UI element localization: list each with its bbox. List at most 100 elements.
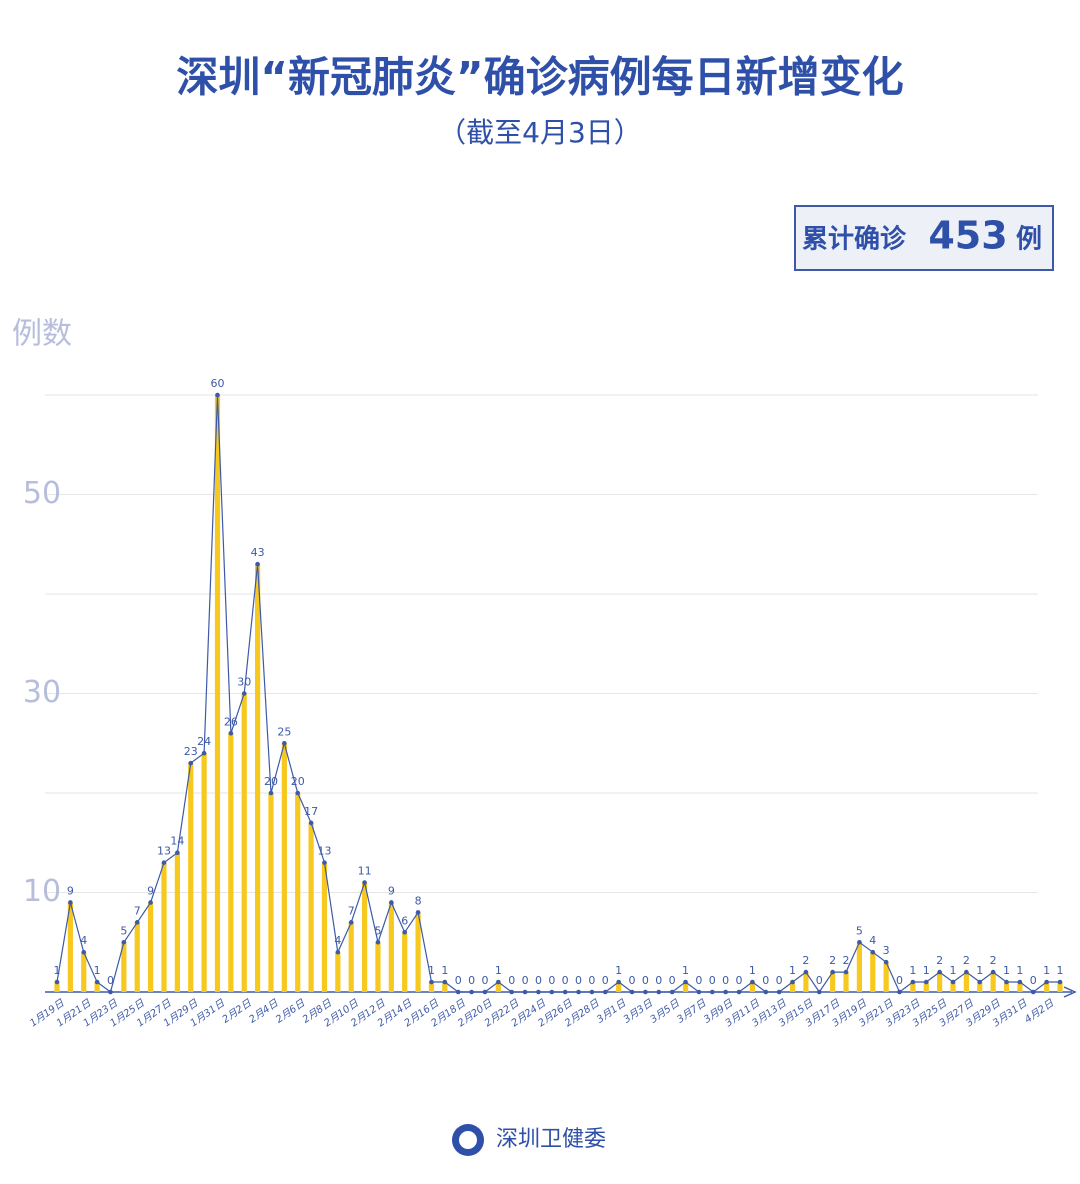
bar (67, 902, 73, 992)
value-label: 4 (80, 934, 87, 947)
value-label: 30 (237, 676, 251, 689)
value-label: 4 (869, 934, 876, 947)
value-label: 0 (602, 974, 609, 987)
bar (830, 972, 836, 992)
bar (201, 753, 207, 992)
point (68, 900, 73, 905)
value-label: 0 (535, 974, 542, 987)
point (509, 989, 514, 995)
value-label: 1 (789, 964, 796, 977)
value-label: 1 (495, 964, 502, 977)
total-value: 453 (928, 214, 1007, 258)
point (108, 989, 113, 995)
value-label: 0 (642, 974, 649, 987)
bar (442, 982, 448, 992)
point (709, 989, 715, 995)
point (629, 989, 635, 995)
value-label: 8 (415, 894, 422, 907)
bar (1057, 982, 1063, 992)
point (816, 989, 822, 995)
bar (121, 942, 127, 992)
logo-inner (459, 1131, 477, 1149)
value-label: 2 (829, 954, 836, 967)
value-label: 9 (147, 884, 154, 897)
bar (883, 962, 889, 992)
point (803, 969, 809, 975)
point (669, 989, 675, 995)
bar (228, 733, 234, 992)
point (562, 989, 568, 995)
bar (321, 862, 328, 992)
point (522, 989, 528, 995)
x-tick-label: 3月5日 (648, 997, 682, 1025)
value-label: 0 (548, 974, 555, 987)
value-label: 1 (428, 964, 435, 977)
value-label: 0 (468, 974, 475, 987)
point (549, 989, 555, 995)
bar (148, 902, 154, 992)
bar (174, 852, 180, 992)
bar (188, 763, 194, 992)
bar (335, 952, 341, 992)
value-label: 13 (317, 845, 331, 858)
value-label: 0 (107, 974, 114, 987)
x-axis-arrow (1063, 986, 1077, 998)
value-label: 0 (575, 974, 582, 987)
point (616, 979, 621, 985)
point (121, 939, 127, 945)
bar (937, 972, 943, 992)
value-label: 1 (909, 964, 916, 977)
point (723, 989, 728, 995)
value-label: 5 (374, 924, 381, 937)
value-label: 14 (170, 835, 184, 848)
point (188, 760, 194, 766)
value-label: 2 (936, 954, 943, 967)
point (1057, 979, 1063, 985)
bar (428, 982, 435, 992)
value-label: 0 (562, 974, 569, 987)
point (990, 969, 996, 975)
bar (856, 942, 862, 992)
value-label: 26 (224, 715, 238, 728)
point (81, 949, 87, 955)
value-label: 43 (251, 546, 265, 559)
point (228, 731, 234, 736)
value-label: 0 (669, 974, 676, 987)
point (790, 979, 795, 985)
point (589, 989, 595, 995)
chart-title: 深圳“新冠肺炎”确诊病例每日新增变化 (176, 53, 903, 102)
point (134, 920, 140, 925)
y-tick-label: 10 (23, 874, 61, 909)
value-label: 0 (896, 974, 903, 987)
bar (870, 952, 876, 992)
point (843, 969, 849, 975)
point (295, 790, 301, 796)
bar (241, 693, 247, 992)
bar (789, 982, 796, 992)
point (1017, 979, 1023, 985)
bar (910, 982, 916, 992)
bar (161, 862, 167, 992)
bar (682, 982, 689, 992)
point (255, 561, 260, 567)
value-label: 0 (455, 974, 462, 987)
bar (415, 912, 421, 992)
total-box (794, 205, 1054, 271)
point (977, 979, 983, 985)
point (482, 989, 488, 995)
point (937, 969, 942, 975)
value-label: 1 (950, 964, 957, 977)
point (603, 989, 608, 995)
value-label: 0 (709, 974, 716, 987)
point (241, 691, 247, 696)
point (696, 989, 702, 995)
bar (375, 942, 381, 992)
point (215, 392, 220, 398)
value-label: 5 (856, 924, 863, 937)
point (950, 979, 956, 985)
point (683, 979, 688, 985)
point (429, 979, 434, 985)
point (402, 930, 408, 935)
point (469, 989, 474, 995)
value-label: 0 (655, 974, 662, 987)
